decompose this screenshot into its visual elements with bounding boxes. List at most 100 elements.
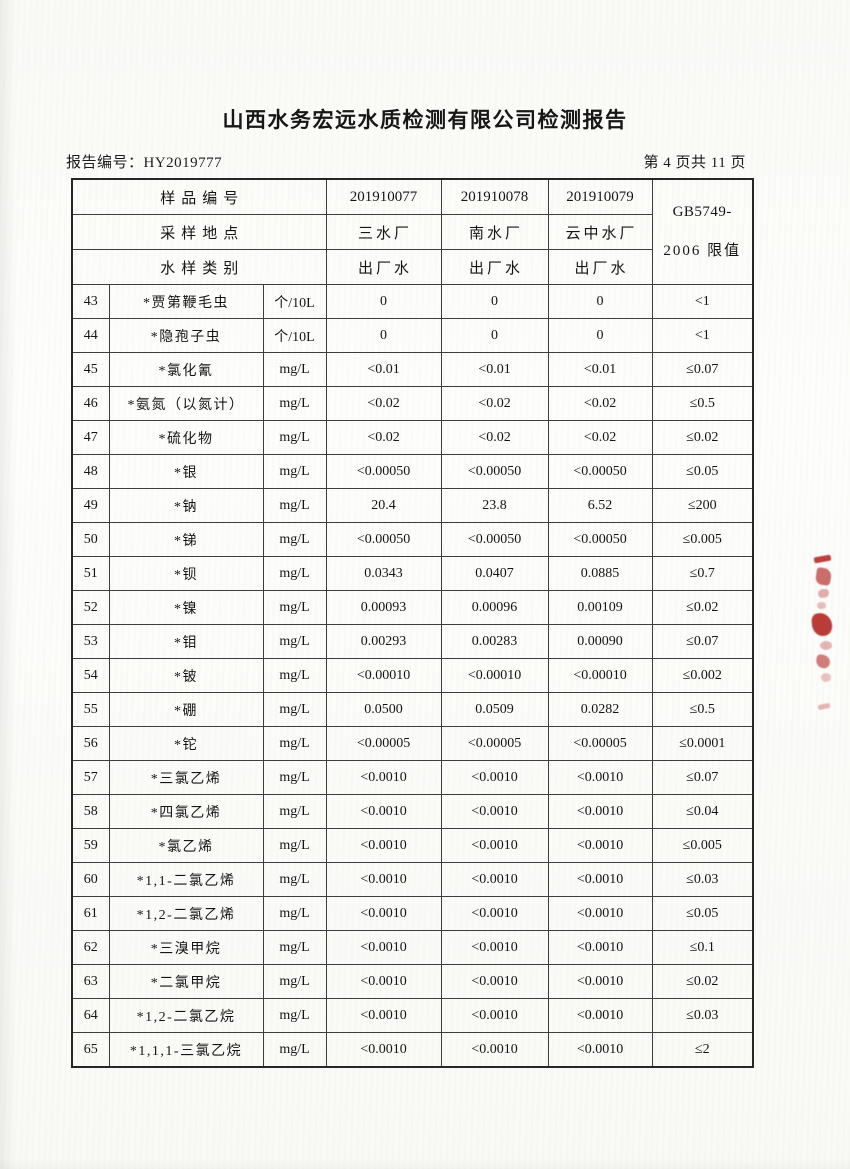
value-sample-3: 0.0282 [547, 692, 653, 727]
table-row: 59 *氯乙烯 mg/L <0.0010 <0.0010 <0.0010 ≤0.005 [71, 828, 754, 863]
value-sample-1: <0.0010 [325, 760, 442, 795]
value-sample-2: <0.00010 [440, 658, 549, 693]
param-unit: mg/L [262, 726, 327, 761]
param-name: *二氯甲烷 [108, 964, 264, 999]
param-unit: mg/L [262, 998, 327, 1033]
table-row: 56 *铊 mg/L <0.00005 <0.00005 <0.00005 ≤0.0001 [71, 726, 754, 761]
row-number: 54 [71, 658, 110, 693]
param-unit: mg/L [262, 658, 327, 693]
table-body: 43 *贾第鞭毛虫 个/10L 0 0 0 <1 44 *隐孢子虫 个/10L 0 0 0 <1 45 *氯化… [71, 284, 754, 1068]
value-sample-1: <0.0010 [325, 964, 442, 999]
param-name: *氯化氰 [108, 352, 264, 387]
row-number: 58 [71, 794, 110, 829]
seal-mark [814, 567, 833, 586]
table-row: 43 *贾第鞭毛虫 个/10L 0 0 0 <1 [71, 284, 754, 319]
limit-value: ≤0.03 [651, 998, 754, 1033]
param-unit: mg/L [262, 420, 327, 455]
value-sample-3: <0.01 [547, 352, 653, 387]
value-sample-3: <0.00005 [547, 726, 653, 761]
value-sample-2: <0.0010 [440, 760, 549, 795]
param-unit: mg/L [262, 454, 327, 489]
row-number: 51 [71, 556, 110, 591]
report-title: 山西水务宏远水质检测有限公司检测报告 [222, 109, 628, 132]
row-number: 55 [71, 692, 110, 727]
value-sample-1: <0.0010 [325, 862, 442, 897]
row-number: 44 [71, 318, 110, 353]
value-sample-3: <0.0010 [547, 1032, 653, 1068]
table-row: 51 *钡 mg/L 0.0343 0.0407 0.0885 ≤0.7 [71, 556, 754, 591]
limit-value: ≤0.03 [651, 862, 754, 897]
table-row: 57 *三氯乙烯 mg/L <0.0010 <0.0010 <0.0010 ≤0.07 [71, 760, 754, 795]
value-sample-3: 6.52 [547, 488, 653, 523]
limit-value: ≤0.05 [651, 454, 754, 489]
limit-standard-header: GB5749- 2006 限值 [651, 178, 754, 285]
param-unit: mg/L [262, 692, 327, 727]
table-row: 53 *钼 mg/L 0.00293 0.00283 0.00090 ≤0.07 [71, 624, 754, 659]
value-sample-2: 0.0509 [440, 692, 549, 727]
table-row: 65 *1,1,1-三氯乙烷 mg/L <0.0010 <0.0010 <0.0010 ≤2 [71, 1032, 754, 1068]
value-sample-3: 0 [547, 284, 653, 319]
param-unit: mg/L [262, 794, 327, 829]
value-sample-2: 0 [440, 318, 549, 353]
limit-value: ≤0.02 [651, 420, 754, 455]
value-sample-2: <0.0010 [440, 828, 549, 863]
param-name: *三氯乙烯 [108, 760, 264, 795]
value-sample-1: <0.01 [325, 352, 442, 387]
red-seal-fragment [808, 554, 838, 721]
table-row: 47 *硫化物 mg/L <0.02 <0.02 <0.02 ≤0.02 [71, 420, 754, 455]
value-sample-1: 0.0500 [325, 692, 442, 727]
param-name: *氯乙烯 [108, 828, 264, 863]
limit-value: ≤2 [651, 1032, 754, 1068]
limit-value: ≤0.02 [651, 964, 754, 999]
limit-value: ≤0.005 [651, 828, 754, 863]
table-row: 49 *钠 mg/L 20.4 23.8 6.52 ≤200 [71, 488, 754, 523]
value-sample-1: 0.00093 [325, 590, 442, 625]
table-row: 50 *锑 mg/L <0.00050 <0.00050 <0.00050 ≤0.005 [71, 522, 754, 557]
value-sample-2: <0.00050 [440, 454, 549, 489]
param-name: *贾第鞭毛虫 [108, 284, 264, 319]
water-quality-table: 样品编号 201910077 201910078 201910079 GB574… [71, 178, 755, 1068]
row-number: 63 [71, 964, 110, 999]
row-number: 65 [71, 1032, 110, 1068]
param-name: *三溴甲烷 [108, 930, 264, 965]
seal-mark [818, 589, 829, 598]
seal-mark [810, 612, 834, 637]
table-row: 62 *三溴甲烷 mg/L <0.0010 <0.0010 <0.0010 ≤0.1 [71, 930, 754, 965]
value-sample-2: <0.0010 [440, 930, 549, 965]
row-number: 49 [71, 488, 110, 523]
value-sample-1: <0.0010 [325, 998, 442, 1033]
param-name: *1,2-二氯乙烯 [108, 896, 264, 931]
value-sample-3: <0.0010 [547, 998, 653, 1033]
param-unit: mg/L [262, 522, 327, 557]
sample-type-1: 出厂水 [325, 249, 442, 285]
row-number: 57 [71, 760, 110, 795]
param-unit: mg/L [262, 386, 327, 421]
sampling-site-3: 云中水厂 [547, 214, 653, 250]
sample-id-3: 201910079 [547, 178, 653, 215]
row-number: 48 [71, 454, 110, 489]
value-sample-3: <0.0010 [547, 828, 653, 863]
row-number: 64 [71, 998, 110, 1033]
table-row: 60 *1,1-二氯乙烯 mg/L <0.0010 <0.0010 <0.0010 ≤0.0… [71, 862, 754, 897]
value-sample-1: 0.00293 [325, 624, 442, 659]
value-sample-1: <0.0010 [325, 1032, 442, 1068]
limit-value: ≤0.002 [651, 658, 754, 693]
seal-mark [821, 673, 831, 682]
row-number: 50 [71, 522, 110, 557]
table-row: 54 *铍 mg/L <0.00010 <0.00010 <0.00010 ≤0.002 [71, 658, 754, 693]
row-number: 53 [71, 624, 110, 659]
param-unit: mg/L [262, 862, 327, 897]
limit-value: <1 [651, 318, 754, 353]
value-sample-3: <0.0010 [547, 930, 653, 965]
value-sample-1: <0.0010 [325, 930, 442, 965]
seal-mark [814, 653, 832, 670]
limit-value: ≤0.07 [651, 760, 754, 795]
value-sample-2: <0.00050 [440, 522, 549, 557]
sample-id-2: 201910078 [440, 178, 549, 215]
value-sample-2: <0.0010 [440, 794, 549, 829]
row-number: 59 [71, 828, 110, 863]
param-unit: mg/L [262, 760, 327, 795]
value-sample-3: <0.0010 [547, 760, 653, 795]
param-unit: mg/L [262, 352, 327, 387]
sample-type-2: 出厂水 [440, 249, 549, 285]
